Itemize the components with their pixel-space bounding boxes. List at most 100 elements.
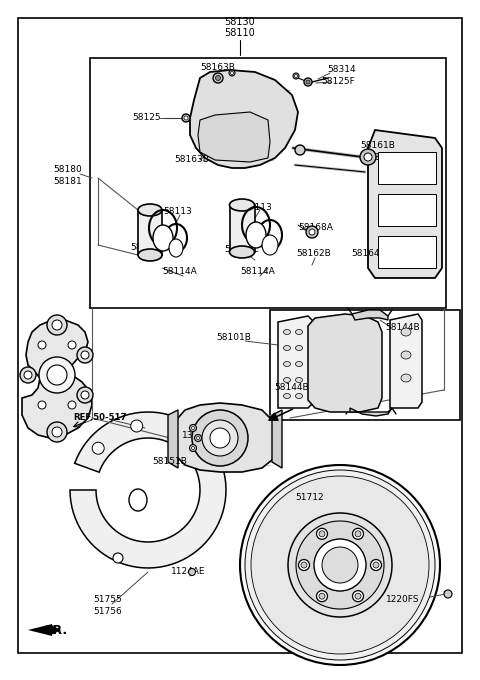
Ellipse shape	[284, 394, 290, 398]
Circle shape	[444, 590, 452, 598]
Circle shape	[182, 114, 190, 122]
Polygon shape	[272, 410, 282, 468]
Circle shape	[20, 367, 36, 383]
Circle shape	[213, 73, 223, 83]
Circle shape	[192, 426, 194, 430]
Polygon shape	[172, 403, 278, 472]
Ellipse shape	[262, 235, 278, 255]
Text: 58144B: 58144B	[275, 384, 309, 392]
Circle shape	[355, 531, 361, 537]
Text: 58235C: 58235C	[225, 245, 259, 254]
Circle shape	[39, 357, 75, 393]
Polygon shape	[278, 316, 314, 408]
Ellipse shape	[229, 246, 254, 258]
Circle shape	[296, 521, 384, 609]
Polygon shape	[70, 412, 226, 568]
Circle shape	[47, 422, 67, 442]
Bar	[270, 310, 460, 420]
Text: 58168A: 58168A	[299, 224, 334, 233]
Circle shape	[314, 539, 366, 591]
Circle shape	[306, 226, 318, 238]
Polygon shape	[390, 314, 422, 408]
Text: 58164B: 58164B	[369, 152, 403, 162]
Circle shape	[92, 442, 104, 454]
Circle shape	[229, 70, 235, 76]
Text: 58162B: 58162B	[297, 250, 331, 258]
Ellipse shape	[246, 222, 266, 248]
Circle shape	[301, 562, 307, 568]
Text: 58314: 58314	[328, 65, 356, 75]
Circle shape	[299, 560, 310, 571]
Text: 1360GJ: 1360GJ	[182, 430, 214, 439]
Text: 58144B: 58144B	[386, 324, 420, 333]
Polygon shape	[138, 210, 162, 255]
Circle shape	[131, 420, 143, 432]
Ellipse shape	[129, 489, 147, 511]
Ellipse shape	[296, 377, 302, 382]
Polygon shape	[190, 70, 298, 168]
Ellipse shape	[401, 351, 411, 359]
Circle shape	[175, 428, 187, 440]
Circle shape	[295, 75, 298, 78]
Circle shape	[240, 465, 440, 665]
Text: 51755: 51755	[94, 596, 122, 605]
Circle shape	[196, 437, 200, 439]
Circle shape	[184, 116, 188, 120]
Ellipse shape	[153, 225, 173, 251]
Ellipse shape	[296, 330, 302, 335]
Circle shape	[230, 71, 233, 75]
Ellipse shape	[138, 249, 162, 261]
Ellipse shape	[284, 377, 290, 382]
Circle shape	[352, 591, 363, 602]
Text: 58114A: 58114A	[163, 267, 197, 277]
Text: 58101B: 58101B	[216, 333, 252, 343]
Circle shape	[24, 371, 32, 379]
Circle shape	[306, 80, 310, 84]
Circle shape	[371, 560, 382, 571]
Text: 58130: 58130	[225, 17, 255, 27]
Circle shape	[293, 73, 299, 79]
Circle shape	[81, 351, 89, 359]
Circle shape	[309, 229, 315, 235]
Circle shape	[245, 470, 435, 660]
Text: 51756: 51756	[94, 607, 122, 615]
Circle shape	[322, 547, 358, 583]
Ellipse shape	[284, 330, 290, 335]
Ellipse shape	[138, 204, 162, 216]
Polygon shape	[368, 130, 442, 278]
Text: 58164B: 58164B	[352, 250, 386, 258]
Text: 58110: 58110	[225, 28, 255, 38]
Text: 58125F: 58125F	[321, 78, 355, 86]
Bar	[378, 236, 436, 268]
Circle shape	[316, 528, 327, 539]
Circle shape	[373, 562, 379, 568]
Circle shape	[355, 593, 361, 599]
Bar	[90, 58, 446, 308]
Text: FR.: FR.	[45, 624, 68, 636]
Text: 58125: 58125	[132, 114, 161, 122]
Text: 58114A: 58114A	[240, 267, 276, 277]
Text: 58113: 58113	[164, 207, 192, 216]
Ellipse shape	[229, 199, 254, 211]
Polygon shape	[350, 408, 392, 416]
Circle shape	[52, 427, 62, 437]
Circle shape	[352, 528, 363, 539]
Ellipse shape	[284, 362, 290, 367]
Circle shape	[77, 347, 93, 363]
Circle shape	[47, 365, 67, 385]
Circle shape	[192, 447, 194, 449]
Circle shape	[194, 435, 202, 441]
Ellipse shape	[296, 345, 302, 350]
Circle shape	[251, 476, 429, 654]
Text: 58161B: 58161B	[360, 141, 396, 150]
Circle shape	[68, 401, 76, 409]
Circle shape	[68, 341, 76, 349]
Circle shape	[38, 341, 46, 349]
Text: 1220FS: 1220FS	[386, 596, 420, 605]
Circle shape	[216, 75, 220, 80]
Circle shape	[192, 410, 248, 466]
Ellipse shape	[296, 394, 302, 398]
Circle shape	[319, 593, 325, 599]
Polygon shape	[352, 310, 388, 320]
Circle shape	[189, 568, 195, 575]
